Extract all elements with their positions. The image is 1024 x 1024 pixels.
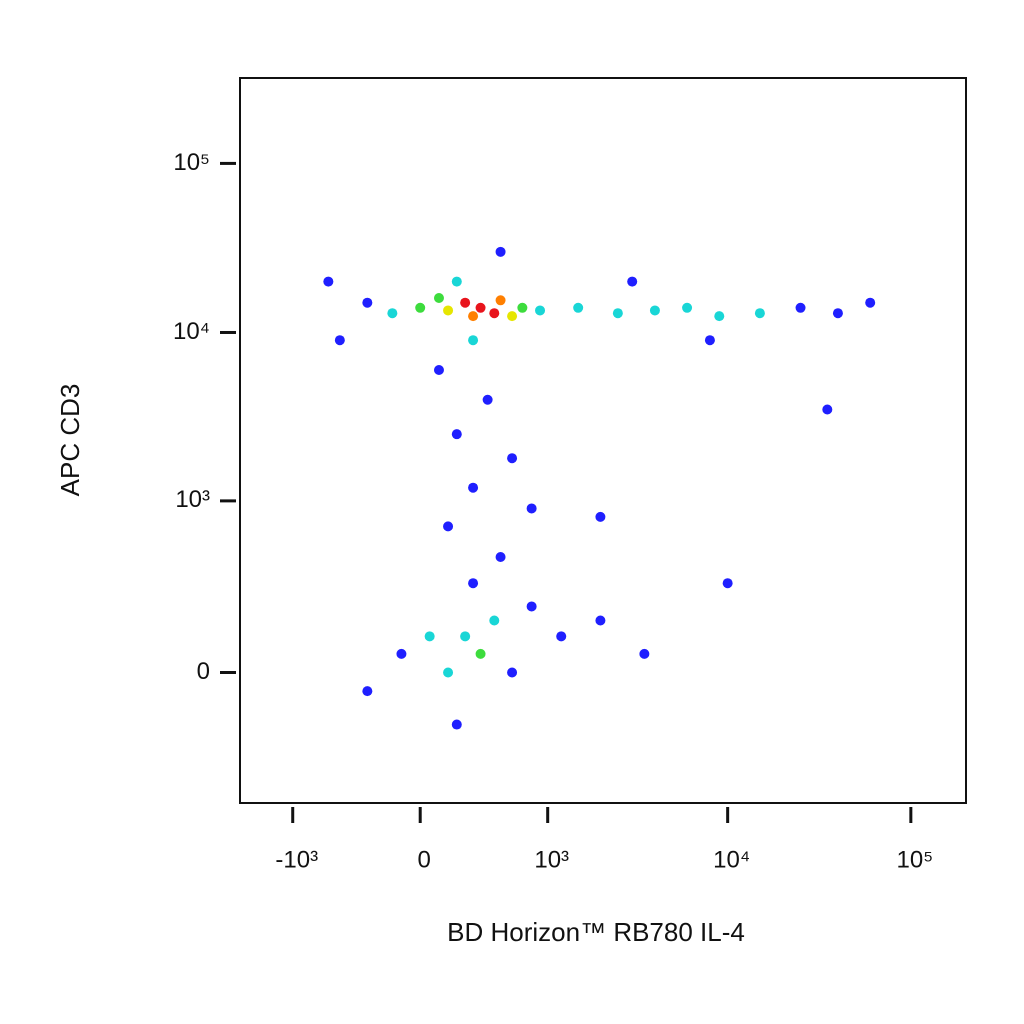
data-point — [556, 631, 567, 642]
data-point — [507, 453, 518, 464]
data-point — [433, 292, 444, 303]
data-point — [495, 551, 506, 562]
x-tick-label: 0 — [418, 846, 431, 873]
data-point — [468, 578, 479, 589]
data-point — [714, 311, 725, 322]
data-point — [627, 276, 638, 287]
data-point — [573, 302, 584, 313]
data-point — [526, 503, 537, 514]
data-point — [443, 667, 454, 678]
data-point — [489, 308, 500, 319]
x-tick-label: 10³ — [534, 846, 569, 873]
data-point — [489, 615, 500, 626]
data-point — [754, 308, 765, 319]
data-point — [433, 364, 444, 375]
data-point — [682, 302, 693, 313]
data-point — [415, 302, 426, 313]
x-tick-label: 10⁵ — [897, 846, 934, 873]
y-tick-label: 10⁵ — [173, 149, 210, 176]
data-point — [362, 297, 373, 308]
data-point — [495, 246, 506, 257]
data-point — [795, 302, 806, 313]
data-point — [362, 686, 373, 697]
data-point — [475, 648, 486, 659]
data-point — [639, 648, 650, 659]
data-point — [526, 601, 537, 612]
data-point — [822, 404, 833, 415]
data-point — [468, 311, 479, 322]
data-point — [475, 302, 486, 313]
x-tick-label: -10³ — [275, 846, 318, 873]
data-point — [334, 335, 345, 346]
data-point — [396, 648, 407, 659]
data-point — [468, 335, 479, 346]
y-tick-label: 10⁴ — [173, 318, 210, 345]
data-point — [704, 335, 715, 346]
data-point — [443, 521, 454, 532]
data-point — [535, 305, 546, 316]
data-point — [649, 305, 660, 316]
data-point — [460, 297, 471, 308]
data-point — [387, 308, 398, 319]
data-point — [722, 578, 733, 589]
y-tick-label: 10³ — [175, 486, 210, 513]
data-point — [451, 719, 462, 730]
data-point — [460, 631, 471, 642]
plot-frame — [239, 77, 967, 804]
data-point — [495, 295, 506, 306]
data-point — [517, 302, 528, 313]
data-point — [468, 482, 479, 493]
data-point — [482, 394, 493, 405]
y-tick-label: 0 — [197, 658, 210, 685]
y-axis-label: APC CD3 — [55, 384, 85, 497]
data-point — [451, 429, 462, 440]
data-point — [595, 511, 606, 522]
x-axis-label: BD Horizon™ RB780 IL-4 — [447, 917, 745, 947]
data-point — [424, 631, 435, 642]
data-point — [865, 297, 876, 308]
data-point — [832, 308, 843, 319]
data-point — [451, 276, 462, 287]
data-point — [443, 305, 454, 316]
x-tick-label: 10⁴ — [713, 846, 750, 873]
data-point — [612, 308, 623, 319]
data-point — [323, 276, 334, 287]
data-point — [595, 615, 606, 626]
data-point — [507, 667, 518, 678]
data-point — [507, 311, 518, 322]
